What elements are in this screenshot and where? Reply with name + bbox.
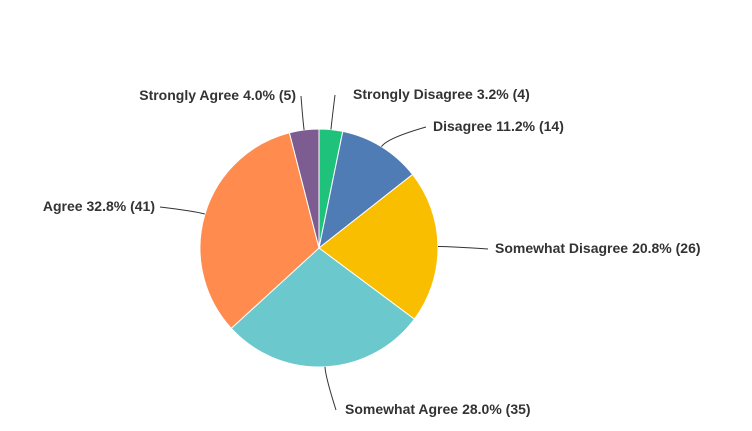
category-label: Strongly Agree — [139, 87, 239, 103]
category-label: Somewhat Disagree — [495, 240, 628, 256]
slice-label: Disagree 11.2% (14) — [433, 118, 564, 134]
leader-line — [330, 94, 336, 130]
pie-slice — [288, 128, 320, 249]
category-label: Somewhat Agree — [345, 401, 458, 417]
category-label: Disagree — [433, 118, 492, 134]
pie-slice — [199, 132, 320, 330]
leader-line — [437, 246, 489, 250]
category-label: Strongly Disagree — [353, 86, 473, 102]
leader-line — [159, 206, 206, 215]
leader-line — [300, 95, 305, 131]
value-label: 11.2% (14) — [496, 118, 564, 134]
leader-line — [381, 126, 427, 148]
slice-label: Agree 32.8% (41) — [43, 198, 155, 214]
value-label: 28.0% (35) — [462, 401, 530, 417]
slice-label: Strongly Disagree 3.2% (4) — [353, 86, 530, 102]
value-label: 20.8% (26) — [632, 240, 700, 256]
leader-line — [324, 366, 337, 411]
category-label: Agree — [43, 198, 83, 214]
value-label: 32.8% (41) — [87, 198, 155, 214]
slice-label: Somewhat Disagree 20.8% (26) — [495, 240, 701, 256]
slice-label: Strongly Agree 4.0% (5) — [139, 87, 296, 103]
value-label: 4.0% (5) — [243, 87, 296, 103]
pie-slice — [318, 173, 439, 320]
slice-label: Somewhat Agree 28.0% (35) — [345, 401, 531, 417]
value-label: 3.2% (4) — [477, 86, 530, 102]
pie-slice — [318, 130, 414, 250]
